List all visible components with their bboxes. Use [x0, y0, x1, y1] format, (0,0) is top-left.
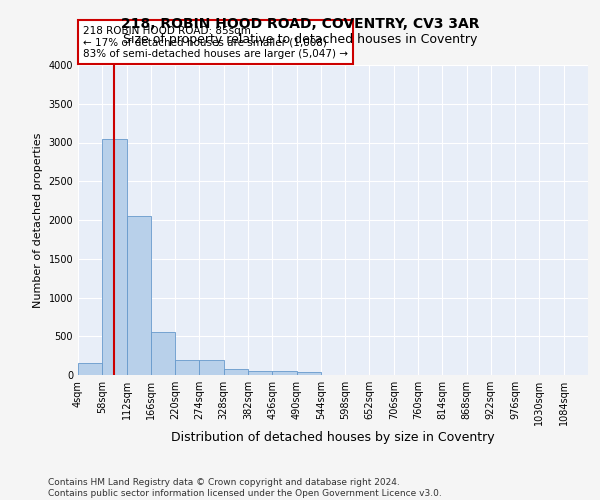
Bar [199, 360, 224, 375]
Bar [248, 371, 272, 375]
Text: Size of property relative to detached houses in Coventry: Size of property relative to detached ho… [123, 32, 477, 46]
Text: 218 ROBIN HOOD ROAD: 85sqm
← 17% of detached houses are smaller (1,008)
83% of s: 218 ROBIN HOOD ROAD: 85sqm ← 17% of deta… [83, 26, 348, 59]
Bar [272, 371, 296, 375]
Bar [296, 372, 321, 375]
Bar [102, 138, 127, 375]
Bar [224, 369, 248, 375]
Text: Contains HM Land Registry data © Crown copyright and database right 2024.
Contai: Contains HM Land Registry data © Crown c… [48, 478, 442, 498]
Y-axis label: Number of detached properties: Number of detached properties [33, 132, 43, 308]
Bar [78, 364, 102, 375]
Bar [151, 332, 175, 375]
Text: 218, ROBIN HOOD ROAD, COVENTRY, CV3 3AR: 218, ROBIN HOOD ROAD, COVENTRY, CV3 3AR [121, 18, 479, 32]
Bar [175, 360, 199, 375]
Bar [127, 216, 151, 375]
X-axis label: Distribution of detached houses by size in Coventry: Distribution of detached houses by size … [171, 430, 495, 444]
